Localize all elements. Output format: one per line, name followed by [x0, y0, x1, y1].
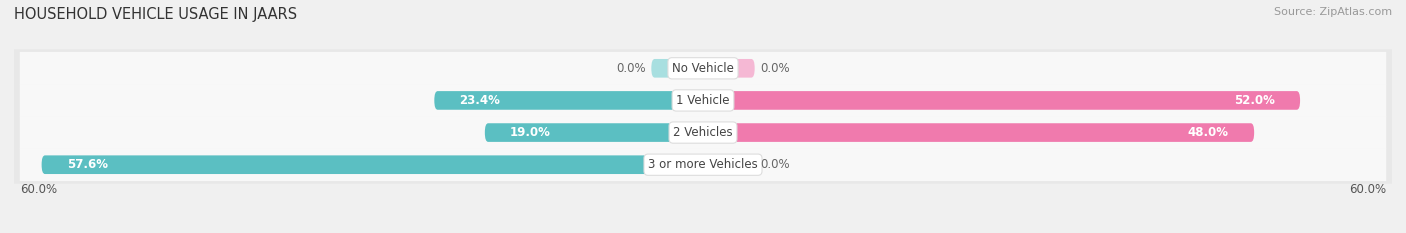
Text: 0.0%: 0.0%	[761, 158, 790, 171]
Text: 48.0%: 48.0%	[1188, 126, 1229, 139]
Text: 60.0%: 60.0%	[1350, 183, 1386, 196]
Text: 3 or more Vehicles: 3 or more Vehicles	[648, 158, 758, 171]
Text: 60.0%: 60.0%	[20, 183, 56, 196]
Text: Source: ZipAtlas.com: Source: ZipAtlas.com	[1274, 7, 1392, 17]
Text: 57.6%: 57.6%	[67, 158, 108, 171]
Text: 0.0%: 0.0%	[616, 62, 645, 75]
FancyBboxPatch shape	[434, 91, 703, 110]
FancyBboxPatch shape	[20, 116, 1386, 149]
FancyBboxPatch shape	[14, 49, 1392, 87]
FancyBboxPatch shape	[703, 91, 1301, 110]
Text: 19.0%: 19.0%	[510, 126, 551, 139]
FancyBboxPatch shape	[703, 123, 1254, 142]
Text: 1 Vehicle: 1 Vehicle	[676, 94, 730, 107]
FancyBboxPatch shape	[20, 148, 1386, 181]
Text: 0.0%: 0.0%	[761, 62, 790, 75]
FancyBboxPatch shape	[14, 114, 1392, 151]
FancyBboxPatch shape	[42, 155, 703, 174]
FancyBboxPatch shape	[703, 155, 755, 174]
Text: 2 Vehicles: 2 Vehicles	[673, 126, 733, 139]
Text: HOUSEHOLD VEHICLE USAGE IN JAARS: HOUSEHOLD VEHICLE USAGE IN JAARS	[14, 7, 297, 22]
FancyBboxPatch shape	[703, 59, 755, 78]
FancyBboxPatch shape	[14, 82, 1392, 119]
FancyBboxPatch shape	[485, 123, 703, 142]
FancyBboxPatch shape	[20, 84, 1386, 117]
Text: 52.0%: 52.0%	[1234, 94, 1275, 107]
Text: 23.4%: 23.4%	[460, 94, 501, 107]
FancyBboxPatch shape	[651, 59, 703, 78]
Text: No Vehicle: No Vehicle	[672, 62, 734, 75]
FancyBboxPatch shape	[20, 52, 1386, 85]
FancyBboxPatch shape	[14, 146, 1392, 184]
